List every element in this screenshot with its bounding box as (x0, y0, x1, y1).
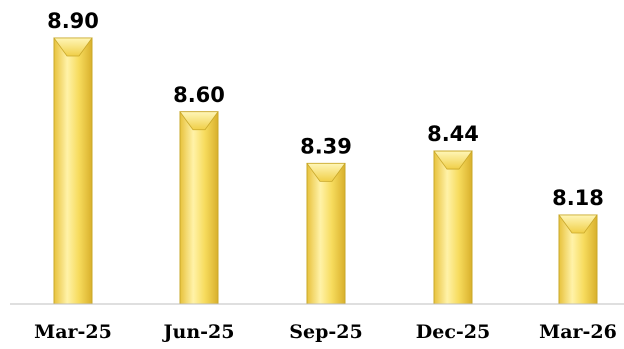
value-label-sep-25: 8.39 (300, 134, 352, 158)
category-labels-layer: Mar-25 Jun-25 Sep-25 Dec-25 Mar-26 (34, 321, 617, 343)
bar-cap-mar-25 (53, 37, 93, 57)
bar-body-jun-25 (179, 111, 219, 305)
category-label-dec-25: Dec-25 (416, 321, 490, 343)
category-label-jun-25: Jun-25 (162, 321, 235, 343)
category-label-sep-25: Sep-25 (289, 321, 362, 343)
bar-body-dec-25 (433, 150, 473, 305)
bar-cap-dec-25 (433, 150, 473, 170)
bar-body-sep-25 (306, 162, 346, 305)
bar-cap-jun-25 (179, 111, 219, 131)
bar-mar-26 (558, 214, 598, 305)
category-label-mar-25: Mar-25 (34, 321, 112, 343)
value-label-mar-26: 8.18 (552, 186, 604, 210)
bars-layer (53, 37, 598, 305)
bar-sep-25 (306, 162, 346, 305)
bar-jun-25 (179, 111, 219, 305)
bar-body-mar-25 (53, 37, 93, 305)
bar-cap-mar-26 (558, 214, 598, 234)
value-label-dec-25: 8.44 (427, 122, 479, 146)
bar-mar-25 (53, 37, 93, 305)
bar-cap-sep-25 (306, 162, 346, 182)
category-label-mar-26: Mar-26 (539, 321, 617, 343)
value-label-jun-25: 8.60 (173, 83, 225, 107)
value-label-mar-25: 8.90 (47, 9, 99, 33)
value-labels-layer: 8.90 8.60 8.39 8.44 8.18 (47, 9, 604, 210)
bar-dec-25 (433, 150, 473, 305)
